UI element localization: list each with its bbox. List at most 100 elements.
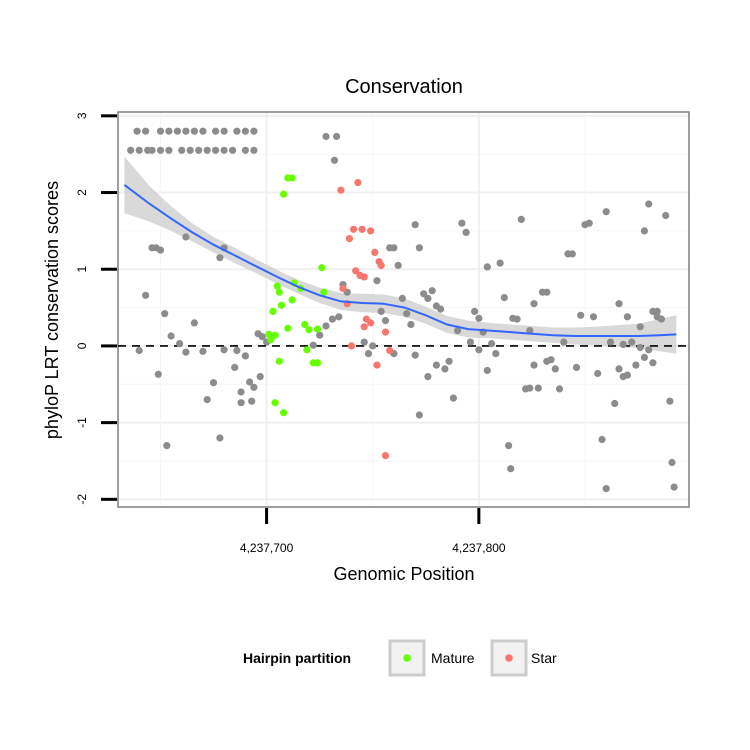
- plot-panel-border: [117, 111, 690, 508]
- data-point-star: [377, 261, 385, 269]
- data-point-unpartitioned: [178, 146, 186, 154]
- data-point-mature: [273, 282, 281, 290]
- data-point-unpartitioned: [577, 311, 585, 319]
- data-point-mature: [318, 264, 326, 272]
- data-point-star: [352, 267, 360, 275]
- data-point-star: [367, 227, 375, 235]
- data-point-unpartitioned: [190, 319, 198, 327]
- data-point-unpartitioned: [330, 156, 339, 164]
- data-point-unpartitioned: [454, 327, 462, 335]
- data-point-unpartitioned: [377, 307, 385, 315]
- data-point-unpartitioned: [156, 127, 165, 135]
- data-point-unpartitioned: [411, 351, 419, 359]
- data-point-unpartitioned: [216, 434, 224, 442]
- data-point-unpartitioned: [231, 363, 239, 371]
- data-point-unpartitioned: [220, 146, 228, 154]
- data-point-unpartitioned: [670, 483, 678, 491]
- data-point-mature: [288, 174, 296, 182]
- data-point-unpartitioned: [142, 291, 150, 299]
- data-point-mature: [275, 357, 283, 365]
- data-point-unpartitioned: [619, 340, 627, 348]
- data-point-unpartitioned: [530, 300, 538, 308]
- smooth-line-group: [123, 184, 677, 337]
- data-point-unpartitioned: [203, 396, 211, 404]
- data-point-unpartitioned: [216, 254, 224, 262]
- smooth-line: [123, 184, 677, 337]
- data-point-unpartitioned: [229, 146, 237, 154]
- data-point-unpartitioned: [411, 221, 419, 229]
- data-point-unpartitioned: [483, 263, 491, 271]
- data-point-unpartitioned: [165, 127, 173, 135]
- data-point-unpartitioned: [615, 365, 623, 373]
- data-points: [127, 127, 678, 493]
- data-point-star: [360, 323, 368, 331]
- data-point-unpartitioned: [615, 300, 623, 308]
- data-point-mature: [284, 324, 292, 332]
- data-point-unpartitioned: [449, 394, 457, 402]
- y-tick-label: 1: [75, 266, 89, 273]
- data-point-unpartitioned: [373, 277, 381, 285]
- data-point-unpartitioned: [589, 313, 598, 321]
- data-point-unpartitioned: [176, 340, 184, 348]
- legend-swatch-mature: [403, 654, 411, 662]
- data-point-unpartitioned: [381, 317, 390, 325]
- data-point-unpartitioned: [182, 233, 190, 241]
- data-point-unpartitioned: [551, 365, 559, 373]
- data-point-unpartitioned: [594, 369, 602, 378]
- data-point-unpartitioned: [154, 370, 162, 378]
- data-point-unpartitioned: [415, 244, 423, 252]
- data-point-unpartitioned: [492, 350, 500, 358]
- legend-label-mature: Mature: [431, 650, 475, 666]
- data-point-unpartitioned: [645, 200, 653, 208]
- data-point-mature: [280, 409, 288, 417]
- legend-title: Hairpin partition: [243, 650, 351, 666]
- y-axis: -2 -1 0 1 2 3: [75, 112, 117, 505]
- data-point-unpartitioned: [415, 411, 423, 419]
- data-point-unpartitioned: [333, 132, 341, 141]
- data-point-star: [337, 186, 345, 194]
- data-point-unpartitioned: [483, 366, 491, 375]
- data-point-mature: [313, 325, 322, 333]
- data-point-unpartitioned: [496, 259, 504, 267]
- data-point-unpartitioned: [534, 384, 542, 392]
- data-point-mature: [305, 326, 313, 334]
- data-point-unpartitioned: [186, 146, 194, 154]
- data-point-unpartitioned: [190, 127, 198, 135]
- data-point-unpartitioned: [424, 294, 432, 302]
- data-point-unpartitioned: [526, 384, 534, 392]
- data-point-unpartitioned: [437, 305, 445, 313]
- legend: Hairpin partition Mature Star: [243, 639, 557, 677]
- data-point-mature: [288, 296, 296, 304]
- data-point-mature: [271, 399, 279, 407]
- data-point-unpartitioned: [407, 320, 415, 329]
- data-point-unpartitioned: [390, 244, 398, 252]
- smooth-confidence-band: [124, 156, 677, 354]
- data-point-unpartitioned: [233, 127, 241, 135]
- data-point-unpartitioned: [233, 346, 241, 355]
- y-tick-label: -1: [75, 417, 89, 428]
- data-point-unpartitioned: [241, 127, 249, 135]
- data-point-unpartitioned: [462, 228, 470, 236]
- data-point-mature: [271, 331, 279, 339]
- data-point-mature: [277, 301, 285, 309]
- data-point-unpartitioned: [513, 315, 521, 323]
- data-point-unpartitioned: [606, 338, 615, 346]
- data-point-star: [381, 328, 390, 336]
- data-point-unpartitioned: [632, 361, 640, 369]
- data-point-star: [371, 248, 379, 256]
- data-point-unpartitioned: [135, 346, 143, 355]
- data-point-unpartitioned: [645, 346, 653, 354]
- data-point-unpartitioned: [517, 215, 525, 223]
- data-point-unpartitioned: [182, 127, 190, 135]
- data-point-unpartitioned: [623, 371, 632, 379]
- data-point-unpartitioned: [364, 350, 373, 358]
- data-point-star: [373, 361, 381, 369]
- data-point-unpartitioned: [530, 361, 538, 369]
- data-point-unpartitioned: [560, 338, 568, 346]
- y-axis-title: phyloP LRT conservation scores: [42, 181, 62, 439]
- data-point-mature: [267, 336, 275, 344]
- data-point-unpartitioned: [369, 342, 377, 350]
- data-point-unpartitioned: [628, 338, 636, 346]
- data-point-mature: [265, 330, 273, 338]
